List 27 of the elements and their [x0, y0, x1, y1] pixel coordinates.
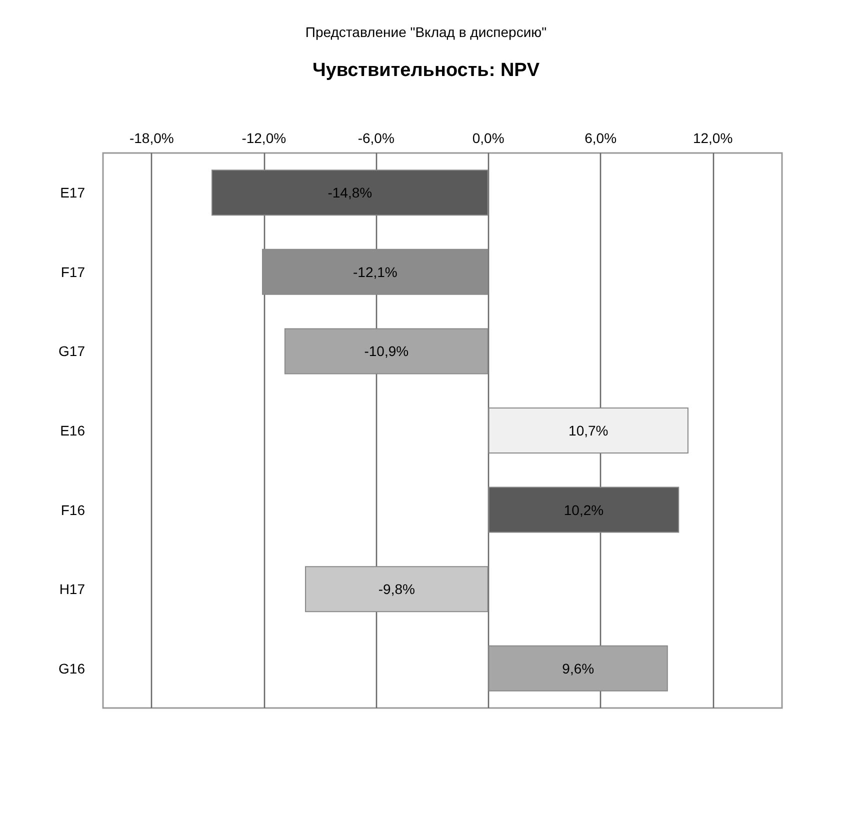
y-tick-label: E17 — [60, 184, 86, 201]
bar — [488, 408, 688, 454]
x-tick-label: -6,0% — [358, 130, 394, 146]
data-label: 9,6% — [562, 660, 594, 676]
x-tick-label: -18,0% — [129, 130, 174, 146]
data-label: 10,7% — [568, 422, 608, 438]
y-tick-label: F16 — [60, 502, 86, 518]
y-tick-label: G17 — [58, 343, 86, 360]
data-label: -10,9% — [364, 343, 409, 360]
y-tick-label: G16 — [58, 660, 86, 676]
y-tick-label: E16 — [60, 422, 86, 438]
x-tick-label: 12,0% — [692, 130, 733, 146]
y-tick-label: H17 — [59, 581, 86, 598]
y-tick-label: F17 — [60, 264, 86, 280]
chart-subtitle: Представление "Вклад в дисперсию" — [305, 24, 547, 40]
data-label: -14,8% — [328, 184, 372, 201]
data-label: 10,2% — [564, 502, 604, 518]
data-label: -9,8% — [378, 581, 415, 598]
chart-title: Чувствительность: NPV — [312, 60, 540, 81]
bar — [284, 328, 488, 374]
x-tick-label: 0,0% — [472, 130, 504, 146]
bar — [262, 248, 488, 295]
x-tick-label: 6,0% — [584, 130, 617, 146]
bar — [488, 645, 668, 692]
x-tick-label: -12,0% — [242, 130, 286, 146]
data-label: -12,1% — [352, 264, 398, 280]
bar — [305, 566, 488, 612]
